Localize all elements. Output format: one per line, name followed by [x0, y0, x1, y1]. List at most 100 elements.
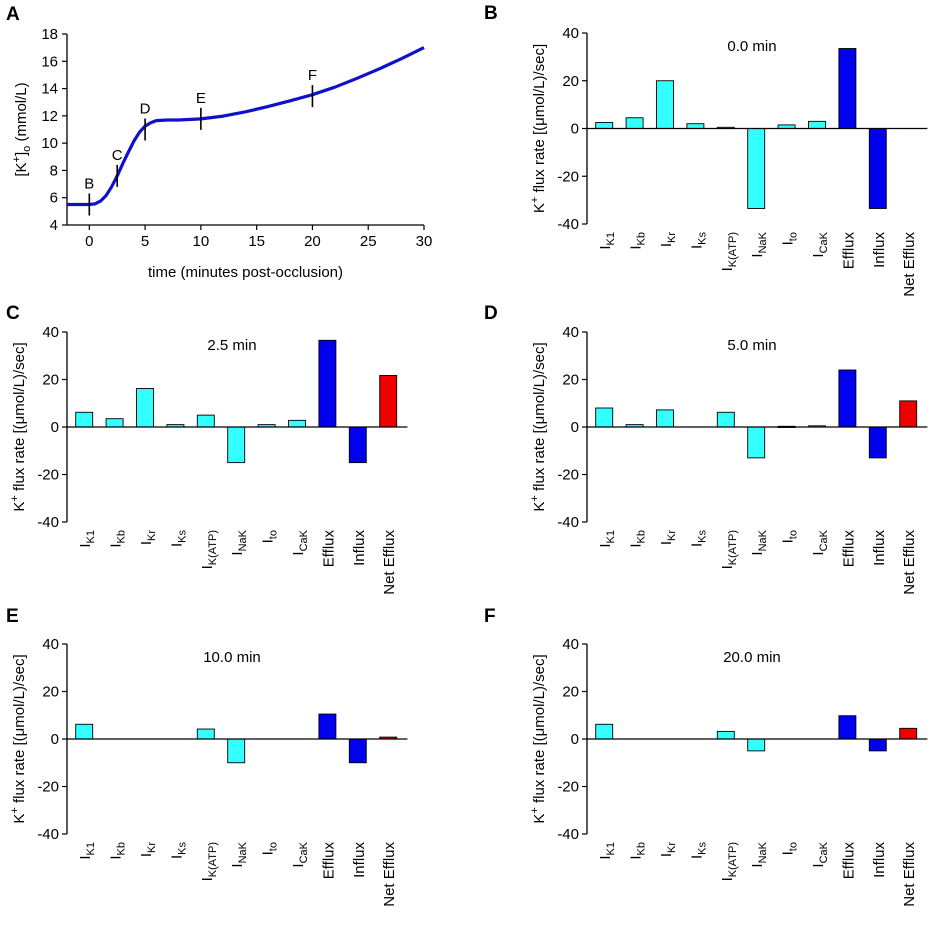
- category-label: INaK: [229, 529, 249, 555]
- panel-label-f: F: [484, 606, 496, 627]
- category-label: ICaK: [810, 841, 830, 867]
- bar-kb: [105, 418, 124, 428]
- y-axis-label: K+ flux rate [(μmol/L)/sec]: [529, 44, 548, 213]
- category-label: IK1: [597, 530, 617, 548]
- category-label: INaK: [749, 231, 769, 257]
- panel-b: B 0.0 min -40 -20 0 20 40 K+ flux rate [(μmol/L…: [484, 3, 928, 297]
- panel-label-a: A: [6, 4, 20, 25]
- category-label: Ito: [260, 842, 280, 855]
- category-label: Ito: [780, 232, 800, 245]
- category-label: IKr: [658, 232, 678, 248]
- x-axis-label: time (minutes post-occlusion): [148, 264, 343, 281]
- y-tick-label: 40: [562, 324, 579, 341]
- category-label: Ito: [780, 842, 800, 855]
- bar-influx: [868, 426, 887, 459]
- category-label: IKr: [658, 530, 678, 546]
- x-tick-label: 30: [416, 233, 433, 250]
- category-label: IK(ATP): [719, 842, 739, 881]
- category-label: Efflux: [840, 530, 857, 568]
- y-tick-label: 20: [562, 684, 579, 701]
- y-tick-label: 20: [562, 73, 579, 90]
- category-label: Influx: [351, 842, 368, 878]
- category-label: Influx: [871, 530, 888, 566]
- category-label: IK1: [597, 842, 617, 860]
- bar-kb: [625, 117, 644, 129]
- y-tick-label: 16: [41, 53, 58, 70]
- y-tick-label: 0: [571, 419, 579, 436]
- bar-kr: [136, 388, 154, 428]
- y-tick-label: -40: [557, 514, 579, 531]
- panel-title: 0.0 min: [727, 38, 776, 55]
- category-label: Influx: [351, 530, 368, 566]
- panel-title: 10.0 min: [203, 649, 261, 666]
- category-label: Ito: [780, 530, 800, 543]
- category-label: IKs: [168, 842, 188, 860]
- bar-nak: [747, 426, 766, 459]
- y-tick-label: 4: [50, 217, 58, 234]
- panel-title: 2.5 min: [207, 337, 256, 354]
- y-tick-label: 10: [41, 135, 58, 152]
- bar-k1: [595, 407, 614, 428]
- category-label: IKb: [108, 530, 128, 548]
- y-axis-label: K+ flux rate [(μmol/L)/sec]: [529, 654, 548, 823]
- y-tick-label: -40: [37, 514, 59, 531]
- x-tick-label: 20: [304, 233, 321, 250]
- panel-a: A 4 6 8 10 12 14 16 18 0 5 10 15 20 25 30 time (minutes …: [6, 4, 432, 281]
- panel-label-c: C: [6, 303, 20, 324]
- category-label: Ito: [260, 530, 280, 543]
- category-label: IKr: [658, 842, 678, 858]
- bar-cak: [288, 419, 306, 428]
- category-label: IKb: [108, 842, 128, 860]
- panel-title: 20.0 min: [723, 649, 781, 666]
- category-label: ICaK: [810, 529, 830, 555]
- category-label: IKs: [688, 232, 708, 250]
- y-axis-label: K+ flux rate [(μmol/L)/sec]: [529, 342, 548, 511]
- y-tick-label: -40: [557, 216, 579, 233]
- category-label: IK(ATP): [719, 530, 739, 569]
- y-tick-label: -20: [557, 168, 579, 185]
- category-label: IK1: [597, 232, 617, 250]
- panel-d: D 5.0 min -40 -20 0 20 40 K+ flux rate [(μmol/L…: [484, 303, 928, 595]
- y-axis-label: K+ flux rate [(μmol/L)/sec]: [9, 654, 28, 823]
- bar-k1: [75, 723, 94, 740]
- panel-e: E 10.0 min -40 -20 0 20 40 K+ flux rate [(μmol/…: [6, 606, 408, 907]
- category-label: Net Efflux: [901, 842, 918, 907]
- bar-efflux: [318, 339, 337, 428]
- x-tick-label: 0: [85, 233, 93, 250]
- category-label: ICaK: [290, 841, 310, 867]
- category-label: IK1: [77, 530, 97, 548]
- category-label: INaK: [749, 529, 769, 555]
- category-label: ICaK: [810, 231, 830, 257]
- bar-k-atp-: [196, 728, 215, 740]
- y-tick-label: 14: [41, 81, 58, 98]
- bar-nak: [227, 426, 246, 464]
- category-label: ICaK: [290, 529, 310, 555]
- category-label: Net Efflux: [901, 232, 918, 297]
- bar-net-efflux: [899, 727, 918, 740]
- y-tick-label: -20: [37, 467, 59, 484]
- panel-label-d: D: [484, 303, 498, 324]
- y-tick-label: 20: [42, 684, 59, 701]
- bar-net-efflux: [899, 400, 918, 428]
- bar-kr: [656, 409, 674, 428]
- marker-label-e: E: [196, 90, 206, 107]
- bar-k-atp-: [716, 730, 735, 740]
- y-tick-label: 20: [42, 372, 59, 389]
- y-tick-label: 0: [571, 731, 579, 748]
- category-label: IKs: [168, 530, 188, 548]
- category-label: Efflux: [320, 530, 337, 568]
- x-tick-label: 25: [360, 233, 377, 250]
- marker-label-b: B: [84, 176, 94, 193]
- y-tick-label: -20: [37, 779, 59, 796]
- marker-label-c: C: [112, 147, 123, 164]
- bar-influx: [348, 738, 367, 764]
- y-axis-label: K+ flux rate [(μmol/L)/sec]: [9, 342, 28, 511]
- category-label: Efflux: [320, 842, 337, 880]
- bar-k1: [75, 411, 94, 428]
- y-tick-label: 6: [50, 190, 58, 207]
- category-label: IKr: [138, 842, 158, 858]
- category-label: IKr: [138, 530, 158, 546]
- bar-k1: [595, 122, 614, 129]
- marker-label-f: F: [308, 67, 317, 84]
- category-label: IK1: [77, 842, 97, 860]
